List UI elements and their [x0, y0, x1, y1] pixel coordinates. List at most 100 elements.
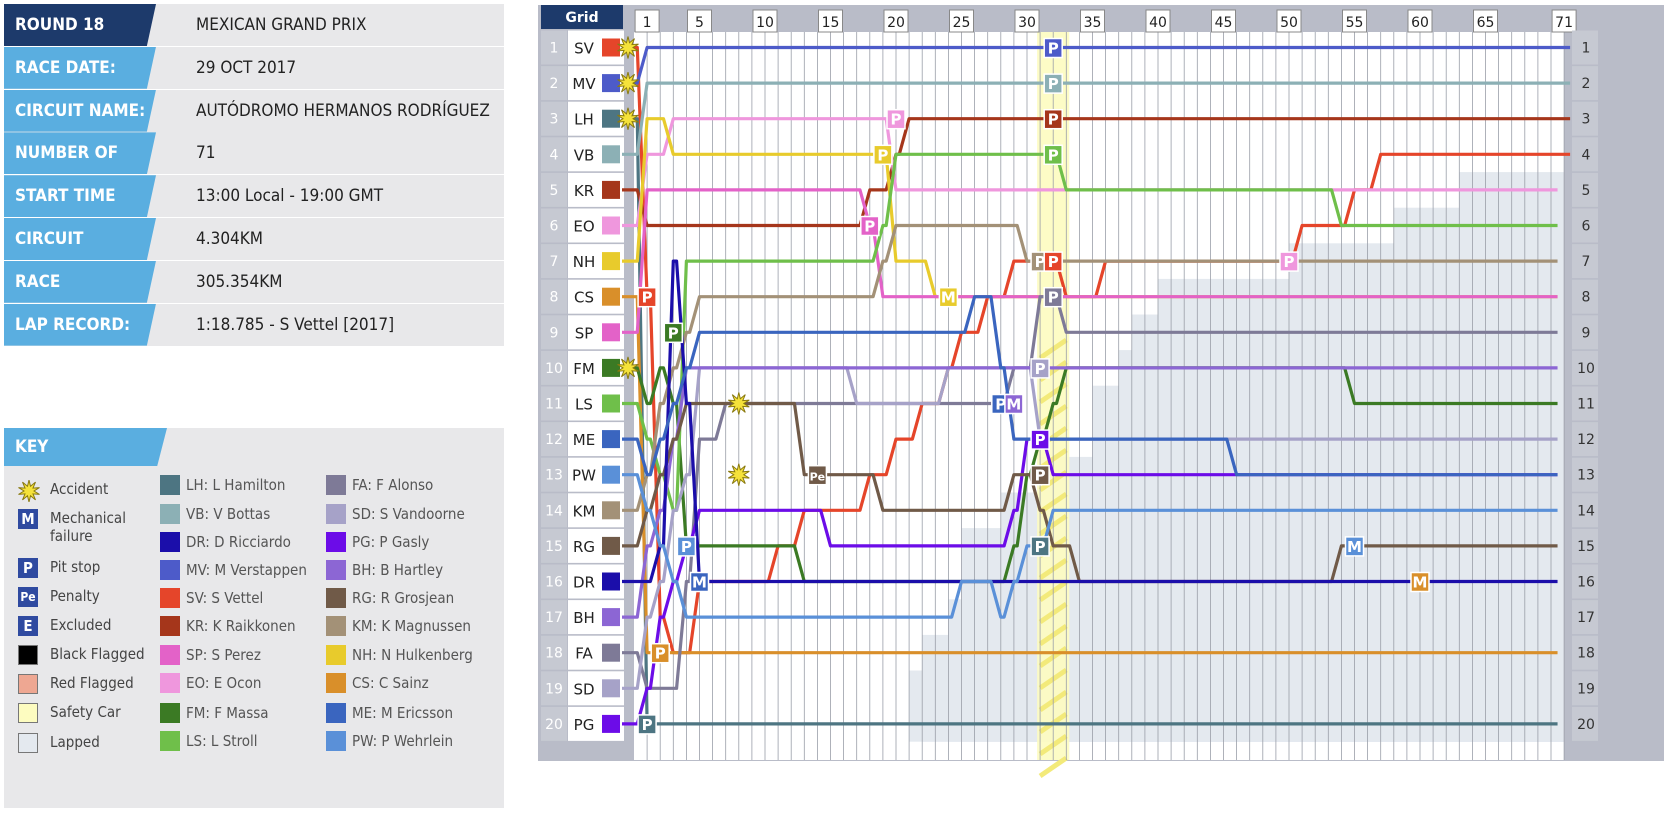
grid-driver-code: LH [574, 111, 594, 129]
pit-marker-label: P [1284, 253, 1295, 271]
driver-color-swatch [326, 532, 346, 552]
lap-tick-label: 20 [887, 15, 905, 31]
driver-color-swatch [160, 645, 180, 665]
right-position-number: 12 [1577, 432, 1595, 448]
lap-tick-box [1211, 9, 1236, 33]
grid-driver-code: BH [573, 609, 595, 627]
pit-marker [1030, 536, 1050, 557]
right-position-number: 14 [1577, 503, 1595, 519]
right-position-cell [1572, 279, 1598, 314]
pit-marker-label: P [877, 146, 888, 164]
position-number: 18 [545, 646, 563, 662]
pit-marker [663, 322, 684, 344]
lap-tick-box [883, 9, 909, 33]
driver-color-swatch [326, 703, 346, 723]
lapped-icon [18, 733, 38, 753]
position-number: 16 [545, 575, 563, 591]
grid-driver-color [602, 109, 620, 128]
grid-driver-color [602, 572, 620, 591]
info-value: 29 OCT 2017 [196, 57, 297, 78]
info-value: AUTÓDROMO HERMANOS RODRÍGUEZ [196, 100, 490, 121]
mechanical-marker [1344, 536, 1365, 557]
pit-marker [860, 215, 880, 237]
pit-marker [1030, 358, 1050, 379]
driver-legend-entry: BH: B Hartley [352, 561, 444, 579]
accident-marker [728, 463, 750, 486]
driver-color-swatch [326, 504, 346, 524]
key-label: Black Flagged [50, 645, 145, 663]
driver-legend-entry: FM: F Massa [186, 704, 269, 722]
lap-tick-label: 15 [822, 15, 840, 31]
grid-driver-code: FM [573, 360, 595, 378]
right-position-cell [1572, 528, 1598, 563]
grid-header: Grid [565, 10, 598, 26]
grid-driver-code: PW [572, 467, 596, 485]
position-cell [541, 493, 567, 528]
grid-driver-color [602, 608, 620, 627]
right-position-cell [1572, 30, 1598, 65]
position-cell [541, 386, 567, 421]
right-position-number: 4 [1582, 147, 1591, 163]
lap-tick-label: 40 [1149, 15, 1167, 31]
grid-driver-code: PG [574, 716, 595, 734]
key-label: Mechanical failure [50, 509, 126, 545]
lap-tick-box [687, 9, 712, 33]
right-position-number: 7 [1582, 254, 1591, 270]
pit-marker-label: P [995, 396, 1006, 414]
penalty-icon: Pe [18, 587, 38, 607]
series-line-dr [622, 259, 1558, 584]
position-number: 3 [550, 112, 559, 128]
grid-driver-color [602, 643, 620, 662]
series-line-mv [622, 45, 1571, 85]
grid-driver-color [602, 323, 620, 342]
grid-driver-color [602, 216, 620, 235]
right-position-cell [1572, 635, 1598, 670]
pit-marker-label: P [1035, 360, 1046, 378]
right-position-cell [1572, 208, 1598, 243]
grid-driver-code: KM [573, 502, 596, 520]
position-cell [541, 457, 567, 492]
pit-marker-label: P [1035, 467, 1046, 485]
driver-legend-entry: PG: P Gasly [352, 533, 430, 551]
key-label: Red Flagged [50, 674, 134, 692]
position-cell [541, 66, 567, 101]
mechanical-marker [689, 571, 710, 593]
right-position-cell [1572, 564, 1598, 599]
right-position-cell [1572, 244, 1598, 279]
position-cell [541, 244, 567, 279]
position-cell [541, 101, 567, 136]
key-label: Excluded [50, 616, 112, 634]
driver-color-swatch [160, 588, 180, 608]
grid-driver-color [602, 679, 620, 698]
pit-marker [676, 536, 697, 557]
pit-marker-label: P [642, 716, 653, 734]
lap-tick-label: 45 [1215, 15, 1233, 31]
right-position-number: 3 [1582, 112, 1591, 128]
position-number: 7 [550, 254, 559, 270]
right-position-number: 20 [1577, 717, 1595, 733]
info-row: CIRCUIT LENGTH: 4.304KM [4, 218, 504, 260]
driver-legend-entry: RG: R Grosjean [352, 589, 455, 607]
grid-driver-code: NH [573, 253, 596, 271]
lap-chart: Grid 1 5 10 15 20 25 30 35 40 45 50 55 60 65 711 SV 12 MV 2… [538, 5, 1664, 779]
accident-marker [617, 356, 639, 380]
grid-driver-code: KR [574, 182, 594, 200]
driver-color-swatch [326, 731, 346, 751]
driver-legend-entry: KR: K Raikkonen [186, 617, 296, 635]
lap-tick-label: 65 [1477, 15, 1495, 31]
grid-driver-color [602, 714, 620, 733]
pit-marker [873, 144, 893, 166]
position-number: 14 [545, 503, 563, 519]
driver-color-swatch [326, 616, 346, 636]
pit-marker [1043, 251, 1063, 272]
lap-tick-box [818, 9, 843, 33]
grid-driver-color [602, 430, 620, 449]
info-row: RACE DATE: 29 OCT 2017 [4, 46, 504, 89]
grid-driver-color [602, 358, 620, 377]
series-line-cs [622, 295, 1558, 655]
info-value: 305.354KM [196, 271, 283, 292]
mechanical-marker-label: M [1413, 574, 1428, 592]
driver-legend-entry: PW: P Wehrlein [352, 732, 454, 750]
lap-tick-box [634, 9, 660, 33]
right-position-number: 1 [1582, 41, 1591, 57]
